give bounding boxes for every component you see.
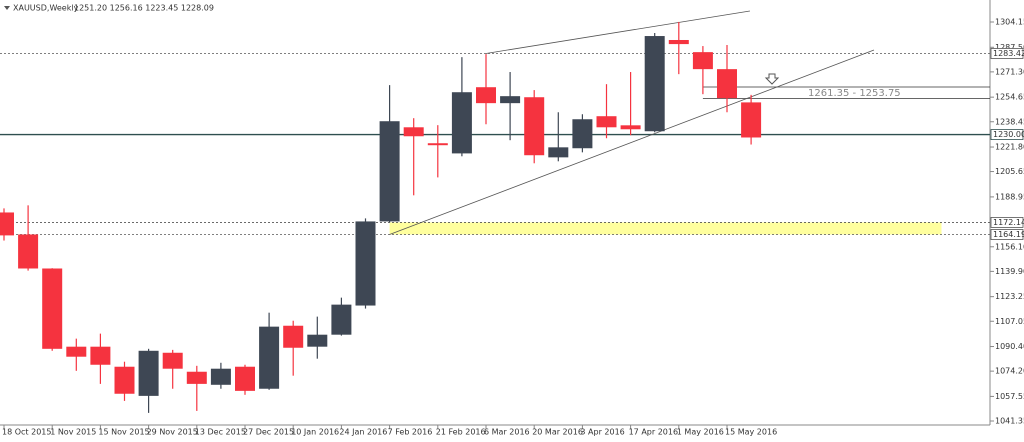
x-tick-label: 15 Nov 2015 — [98, 428, 149, 437]
y-tick-label: 1238.45 — [995, 117, 1024, 126]
candle-body — [42, 268, 63, 349]
x-tick-label: 17 Apr 2016 — [629, 428, 678, 437]
zone-label: 1261.35 - 1253.75 — [808, 88, 901, 99]
candle-body — [235, 366, 255, 391]
candle-body — [572, 119, 593, 149]
y-tick-label: 1156.10 — [995, 242, 1024, 251]
y-tick-label: 1287.50 — [995, 43, 1024, 52]
x-tick-label: 29 Nov 2015 — [147, 428, 198, 437]
candle-body — [90, 346, 111, 365]
x-tick-label: 18 Oct 2015 — [2, 428, 51, 437]
level-label: 1164.19 — [993, 230, 1024, 239]
candle-body — [524, 97, 545, 156]
candle-body — [18, 234, 39, 269]
candle-body — [451, 92, 472, 154]
candle-body — [379, 121, 400, 222]
x-tick-label: 15 May 2016 — [725, 428, 777, 437]
y-tick-label: 1074.20 — [995, 367, 1024, 376]
candle-body — [500, 96, 521, 104]
candle-body — [741, 102, 762, 138]
y-tick-label: 1304.15 — [995, 18, 1024, 27]
candle-body — [403, 127, 424, 137]
candle-body — [548, 147, 569, 158]
x-tick-label: 13 Dec 2015 — [195, 428, 246, 437]
candle-body — [331, 304, 352, 335]
x-tick-label: 6 Mar 2016 — [484, 428, 530, 437]
ohlc-header: 1251.20 1256.16 1223.45 1228.09 — [74, 4, 214, 13]
candle-body — [620, 125, 641, 130]
candle-body — [0, 212, 14, 236]
y-tick-label: 1271.30 — [995, 67, 1024, 76]
x-tick-label: 21 Feb 2016 — [436, 428, 486, 437]
trendline — [389, 49, 875, 235]
highlight-band — [389, 222, 942, 235]
level-box — [990, 229, 1024, 240]
candle-body — [307, 334, 328, 347]
level-label: 1230.00 — [993, 130, 1024, 139]
level-box — [990, 48, 1024, 59]
y-tick-label: 1188.95 — [995, 192, 1024, 201]
y-tick-label: 1205.65 — [995, 167, 1024, 176]
x-tick-label: 1 May 2016 — [677, 428, 724, 437]
level-box — [990, 217, 1024, 228]
candle-body — [186, 371, 207, 384]
arrow-icon — [764, 73, 780, 85]
y-tick-label: 1254.65 — [995, 93, 1024, 102]
candle-body — [114, 366, 135, 394]
plot-area — [0, 10, 990, 413]
y-tick-label: 1107.05 — [995, 317, 1024, 326]
candle-body — [644, 36, 665, 132]
candle-body — [283, 325, 304, 348]
candle-body — [668, 39, 689, 45]
candle-body — [596, 116, 617, 128]
trendline — [485, 10, 750, 54]
y-tick-label: 1090.40 — [995, 342, 1024, 351]
candle-body — [66, 346, 87, 357]
candle-body — [476, 87, 496, 104]
candle-body — [210, 368, 231, 385]
symbol: XAUUSD,Weekly — [13, 4, 79, 13]
y-tick-label: 1139.90 — [995, 267, 1024, 276]
menu-triangle — [4, 6, 10, 10]
y-tick-label: 1221.80 — [995, 143, 1024, 152]
x-tick-label: 24 Jan 2016 — [339, 428, 387, 437]
x-tick-label: 20 Mar 2016 — [532, 428, 583, 437]
candle-body — [717, 69, 737, 99]
candle-body — [162, 352, 183, 369]
x-tick-label: 10 Jan 2016 — [291, 428, 339, 437]
level-label: 1283.42 — [993, 49, 1024, 58]
x-tick-label: 1 Nov 2015 — [50, 428, 96, 437]
y-tick-label: 1041.35 — [995, 417, 1024, 426]
x-tick-label: 27 Dec 2015 — [243, 428, 294, 437]
level-label: 1172.14 — [993, 218, 1024, 227]
candle-body — [692, 52, 713, 70]
y-tick-label: 1123.25 — [995, 292, 1024, 301]
x-tick-label: 3 Apr 2016 — [580, 428, 624, 437]
level-box — [990, 129, 1024, 140]
x-tick-label: 7 Feb 2016 — [388, 428, 433, 437]
candle-body — [138, 350, 159, 396]
y-tick-label: 1057.55 — [995, 392, 1024, 401]
candle-body — [355, 221, 376, 306]
candle-body — [427, 143, 448, 146]
candle-body — [259, 326, 280, 389]
